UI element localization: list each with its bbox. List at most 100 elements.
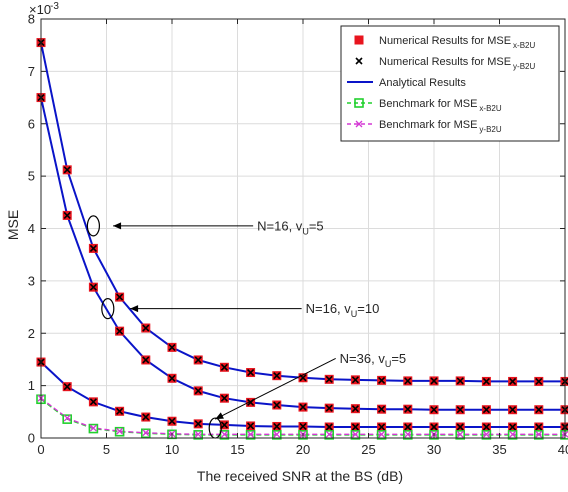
- y-tick-label: 1: [28, 378, 35, 393]
- numerical-marker-y-b2u-stroke: [220, 363, 228, 371]
- numerical-marker-y-b2u-stroke: [299, 374, 307, 382]
- numerical-marker-y-b2u: [220, 421, 228, 429]
- numerical-marker-y-b2u: [273, 401, 281, 409]
- numerical-marker-y-b2u: [194, 420, 202, 428]
- numerical-marker-y-b2u-stroke: [168, 374, 176, 382]
- numerical-marker-y-b2u-stroke: [273, 422, 281, 431]
- benchmark-curve-4: [40, 397, 565, 435]
- numerical-marker-y-b2u-stroke: [299, 403, 307, 411]
- benchmark-marker-y-b2u-stroke: [247, 430, 255, 438]
- numerical-marker-y-b2u-stroke: [482, 406, 490, 414]
- numerical-marker-y-b2u-stroke: [273, 401, 281, 409]
- numerical-marker-y-b2u: [273, 422, 281, 431]
- numerical-marker-y-b2u-stroke: [63, 211, 71, 219]
- numerical-marker-y-b2u: [220, 394, 228, 402]
- benchmark-marker-y-b2u-stroke: [220, 430, 228, 438]
- numerical-marker-y-b2u-stroke: [535, 423, 543, 431]
- numerical-marker-y-b2u: [509, 406, 517, 414]
- benchmark-marker-x-b2u: [402, 430, 413, 440]
- benchmark-marker-x-b2u: [481, 430, 492, 440]
- y-tick-label: 7: [28, 64, 35, 79]
- benchmark-marker-y-b2u-stroke: [535, 430, 543, 438]
- numerical-marker-y-b2u: [535, 377, 543, 386]
- legend: Numerical Results for MSE x-B2U Numerical …: [340, 25, 560, 142]
- benchmark-marker-x-b2u: [350, 430, 361, 440]
- legend-marker-open-square: [354, 98, 364, 108]
- annotation-label: N=16, vU=5: [257, 218, 324, 236]
- numerical-marker-y-b2u: [325, 423, 333, 431]
- legend-label: Analytical Results: [379, 77, 466, 89]
- benchmark-marker-x-b2u: [533, 430, 544, 440]
- numerical-marker-y-b2u-stroke: [482, 423, 490, 431]
- numerical-marker-y-b2u-stroke: [404, 377, 412, 385]
- benchmark-marker-y-b2u: [404, 430, 412, 438]
- benchmark-marker-y-b2u: [482, 430, 490, 438]
- benchmark-marker-y-b2u-stroke: [509, 430, 517, 438]
- numerical-marker-y-b2u-stroke: [142, 324, 150, 332]
- y-tick-label: 8: [28, 12, 35, 27]
- benchmark-marker-x-b2u: [376, 430, 387, 440]
- benchmark-marker-y-b2u: [194, 430, 202, 438]
- legend-label: Numerical Results for MSE y-B2U: [379, 56, 535, 71]
- numerical-marker-y-b2u-stroke: [116, 293, 124, 301]
- annotation-label: N=16, vU=10: [306, 301, 380, 319]
- numerical-marker-y-b2u-stroke: [430, 377, 438, 385]
- y-tick-label: 4: [28, 221, 35, 236]
- benchmark-marker-y-b2u-stroke: [89, 424, 97, 432]
- benchmark-marker-y-b2u-stroke: [378, 430, 386, 438]
- benchmark-marker-y-b2u-stroke: [351, 430, 359, 438]
- numerical-marker-y-b2u: [351, 376, 359, 384]
- benchmark-marker-x-b2u: [114, 426, 125, 437]
- benchmark-marker-y-b2u-stroke: [456, 430, 464, 438]
- x-tick-label: 40: [558, 442, 568, 457]
- grid-layer: [41, 19, 565, 438]
- y-tick-label: 2: [28, 326, 35, 341]
- numerical-marker-y-b2u-stroke: [89, 398, 97, 406]
- numerical-marker-y-b2u: [220, 363, 228, 371]
- benchmark-marker-x-b2u: [62, 414, 73, 424]
- benchmark-marker-y-b2u: [325, 430, 333, 438]
- annotation-label: N=36, vU=5: [340, 351, 407, 369]
- numerical-marker-y-b2u-stroke: [220, 394, 228, 402]
- x-tick-label: 10: [165, 442, 179, 457]
- benchmark-marker-x-b2u: [245, 430, 256, 440]
- numerical-marker-y-b2u-stroke: [194, 420, 202, 428]
- benchmark-marker-y-b2u: [89, 424, 97, 432]
- legend-entry: Benchmark for MSE x-B2U: [347, 98, 502, 113]
- annotation-ellipse: [86, 215, 101, 237]
- numerical-marker-y-b2u: [299, 422, 307, 431]
- numerical-marker-y-b2u-stroke: [456, 377, 464, 385]
- tick-layer: 0 5 10 15 20 25 30 35 40 0 1 2 3 4 5 6 7 8: [28, 12, 568, 458]
- legend-marker-square: [354, 35, 364, 45]
- numerical-marker-y-b2u-stroke: [509, 423, 517, 431]
- legend-marker-x-stroke: [355, 57, 363, 65]
- numerical-marker-y-b2u-stroke: [509, 406, 517, 414]
- numerical-marker-y-b2u-stroke: [404, 423, 412, 431]
- numerical-marker-y-b2u-stroke: [142, 413, 150, 421]
- numerical-marker-y-b2u: [404, 377, 412, 385]
- y-tick-label: 3: [28, 273, 35, 288]
- benchmark-marker-y-b2u-stroke: [482, 430, 490, 438]
- numerical-marker-y-b2u: [63, 211, 71, 219]
- x-tick-label: 25: [361, 442, 375, 457]
- numerical-marker-y-b2u: [535, 406, 543, 414]
- numerical-marker-y-b2u-stroke: [168, 417, 176, 425]
- y-tick-label: 6: [28, 116, 35, 131]
- benchmark-marker-y-b2u: [535, 430, 543, 438]
- numerical-marker-y-b2u-stroke: [351, 405, 359, 413]
- numerical-marker-y-b2u: [168, 343, 176, 351]
- y-tick-label: 5: [28, 169, 35, 184]
- numerical-marker-y-b2u-stroke: [299, 422, 307, 431]
- benchmark-marker-x-b2u: [455, 430, 466, 440]
- numerical-marker-y-b2u: [325, 404, 333, 412]
- numerical-marker-y-b2u-stroke: [116, 407, 124, 415]
- numerical-marker-y-b2u-stroke: [351, 423, 359, 431]
- legend-box: [340, 25, 560, 142]
- numerical-marker-y-b2u-stroke: [378, 405, 386, 413]
- numerical-marker-y-b2u: [273, 372, 281, 380]
- legend-label: Benchmark for MSE y-B2U: [379, 119, 502, 134]
- numerical-marker-y-b2u: [247, 422, 255, 430]
- numerical-marker-y-b2u-stroke: [404, 405, 412, 413]
- benchmark-marker-y-b2u: [378, 430, 386, 438]
